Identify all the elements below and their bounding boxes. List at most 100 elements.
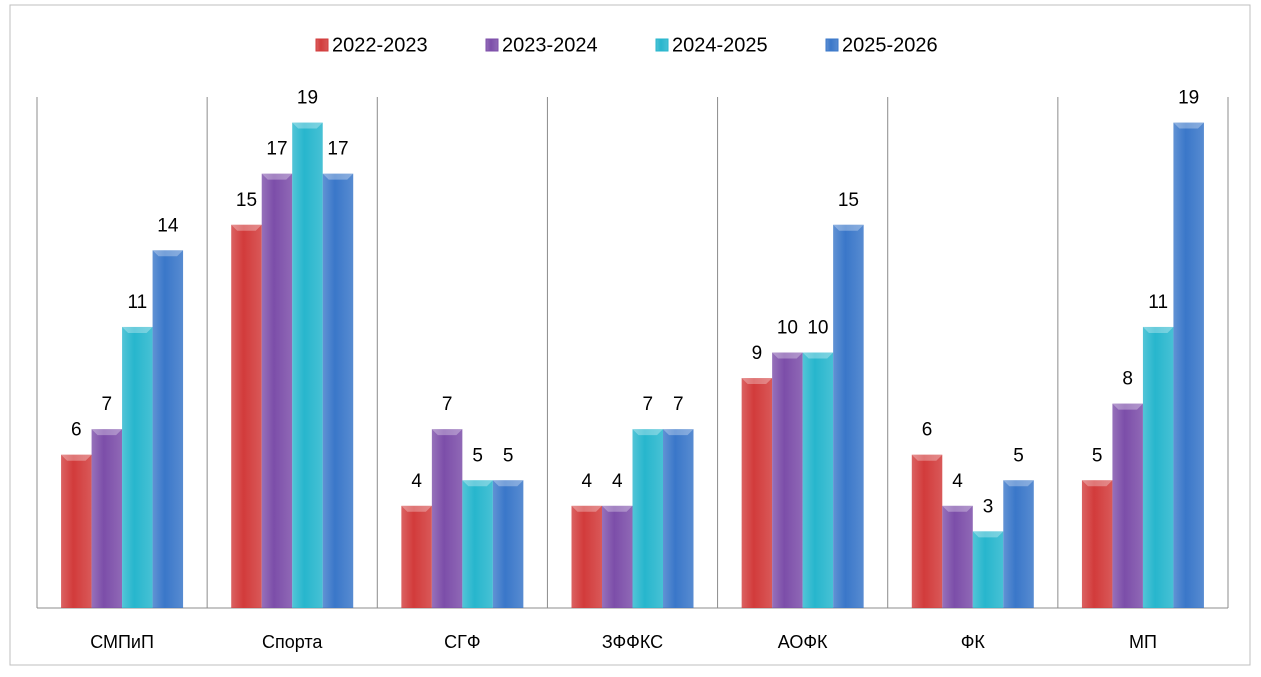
bar-bevel [292, 122, 323, 129]
bar [571, 505, 602, 608]
bar-bevel [741, 378, 773, 385]
x-tick-label: ФК [961, 632, 986, 652]
x-tick-label: МП [1129, 632, 1157, 652]
data-label: 17 [327, 139, 348, 160]
bar-bevel [401, 505, 432, 512]
data-label: 4 [411, 471, 422, 492]
bar [401, 505, 432, 608]
data-label: 11 [127, 292, 147, 313]
data-label: 7 [442, 394, 453, 415]
bar [322, 173, 354, 608]
bar [61, 454, 92, 608]
data-label: 14 [157, 215, 179, 236]
data-label: 15 [838, 190, 859, 211]
bar [122, 326, 153, 608]
bar-bevel [492, 480, 524, 487]
bar [602, 505, 633, 608]
legend-swatch [655, 38, 669, 52]
bar [663, 429, 694, 608]
bar-bevel [231, 224, 262, 231]
data-label: 10 [807, 318, 828, 339]
bar [1003, 480, 1034, 608]
bar-bevel [911, 454, 943, 461]
bar [1081, 480, 1113, 608]
bar-bevel [1112, 403, 1143, 410]
data-label: 17 [266, 139, 287, 160]
data-label: 6 [71, 420, 82, 441]
data-label: 19 [297, 88, 318, 109]
bar-bevel [462, 480, 493, 487]
bar-bevel [61, 454, 92, 461]
bar [772, 352, 803, 608]
legend-label: 2022-2023 [332, 34, 428, 56]
bar [1173, 122, 1204, 609]
bar-bevel [663, 429, 694, 436]
bar [1142, 326, 1174, 608]
data-label: 7 [642, 394, 653, 415]
bar-bevel [942, 505, 973, 512]
data-label: 6 [922, 420, 933, 441]
bar [431, 429, 463, 608]
bar-bevel [632, 429, 663, 436]
bar [492, 480, 524, 608]
data-label: 11 [1148, 292, 1168, 313]
bar [833, 224, 864, 608]
bar-bevel [1081, 480, 1113, 487]
data-label: 4 [612, 471, 623, 492]
bar-bevel [1003, 480, 1034, 487]
legend-swatch [315, 38, 329, 52]
bar [1112, 403, 1143, 608]
legend-label: 2025-2026 [842, 34, 938, 56]
bar-bevel [1173, 122, 1204, 129]
data-label: 10 [777, 318, 798, 339]
bar [802, 352, 834, 608]
data-label: 5 [503, 445, 514, 466]
bar-bevel [1142, 326, 1174, 333]
x-tick-label: ЗФФКС [602, 632, 663, 652]
bar-bevel [322, 173, 354, 180]
data-label: 4 [952, 471, 963, 492]
data-label: 4 [581, 471, 592, 492]
data-label: 8 [1122, 369, 1133, 390]
data-label: 3 [983, 496, 994, 517]
data-label: 9 [752, 343, 763, 364]
data-label: 7 [673, 394, 684, 415]
bar [632, 429, 663, 608]
bar-bevel [571, 505, 602, 512]
bar [292, 122, 323, 609]
bar-bevel [833, 224, 864, 231]
bar-bevel [602, 505, 633, 512]
legend-swatch [485, 38, 499, 52]
legend-label: 2023-2024 [502, 34, 598, 56]
bar-bevel [772, 352, 803, 359]
bar [152, 250, 184, 609]
legend-swatch [825, 38, 839, 52]
data-label: 5 [472, 445, 483, 466]
x-tick-label: Спорта [262, 632, 323, 652]
bar-bevel [802, 352, 834, 359]
bar [942, 505, 973, 608]
x-tick-label: АОФК [778, 632, 828, 652]
bar-bevel [431, 429, 463, 436]
bar-bevel [91, 429, 123, 436]
x-tick-label: СМПиП [90, 632, 154, 652]
data-label: 5 [1092, 445, 1103, 466]
bar [261, 173, 293, 608]
data-label: 15 [236, 190, 257, 211]
bar-bevel [261, 173, 293, 180]
legend-label: 2024-2025 [672, 34, 768, 56]
data-label: 5 [1013, 445, 1024, 466]
x-tick-label: СГФ [444, 632, 480, 652]
bar [462, 480, 493, 608]
bar [231, 224, 262, 608]
bar-bevel [122, 326, 153, 333]
data-label: 19 [1178, 88, 1199, 109]
bar [911, 454, 943, 608]
bar [91, 429, 123, 608]
bar [972, 531, 1004, 608]
data-label: 7 [102, 394, 113, 415]
bar-bevel [972, 531, 1004, 538]
bar-bevel [152, 250, 184, 257]
bar [741, 378, 773, 608]
